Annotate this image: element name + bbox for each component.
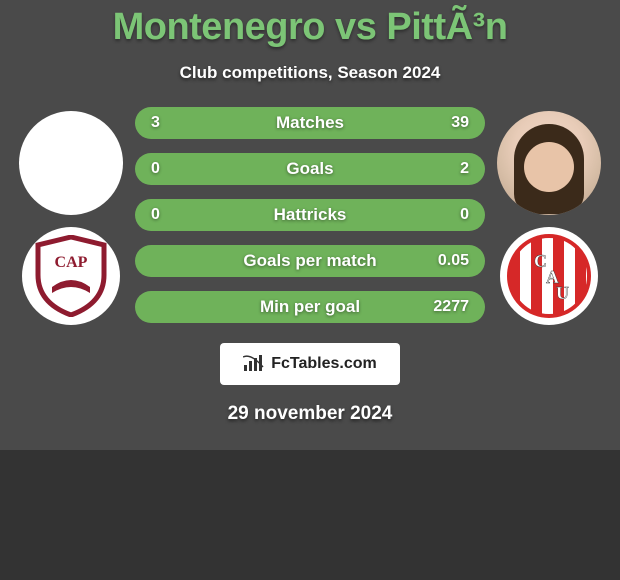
crest-right-u: U xyxy=(556,283,569,303)
stat-row: 3Matches39 xyxy=(135,107,485,139)
stat-label: Goals per match xyxy=(135,251,485,271)
stat-bars: 3Matches390Goals20Hattricks0Goals per ma… xyxy=(135,107,485,323)
left-column: CAP xyxy=(15,107,127,325)
stat-left-value: 0 xyxy=(151,160,160,178)
right-column: C A U xyxy=(493,107,605,325)
stat-right-value: 2 xyxy=(460,160,469,178)
brand-badge[interactable]: FcTables.com xyxy=(220,343,400,385)
stat-label: Matches xyxy=(135,113,485,133)
stat-right-value: 2277 xyxy=(433,298,469,316)
page-title: Montenegro vs PittÃ³n xyxy=(0,0,620,49)
body-row: CAP 3Matches390Goals20Hattricks0Goals pe… xyxy=(0,107,620,325)
date-label: 29 november 2024 xyxy=(0,403,620,425)
crest-left-text: CAP xyxy=(55,254,88,271)
brand-text: FcTables.com xyxy=(271,355,377,373)
left-club-crest: CAP xyxy=(22,227,120,325)
stat-label: Goals xyxy=(135,159,485,179)
left-player-avatar xyxy=(19,111,123,215)
stat-row: 0Goals2 xyxy=(135,153,485,185)
stat-right-value: 0.05 xyxy=(438,252,469,270)
subtitle: Club competitions, Season 2024 xyxy=(0,63,620,83)
stat-left-value: 3 xyxy=(151,114,160,132)
avatar-face-shape xyxy=(524,142,574,192)
stat-right-value: 0 xyxy=(460,206,469,224)
right-player-avatar xyxy=(497,111,601,215)
stat-row: 0Hattricks0 xyxy=(135,199,485,231)
stat-left-value: 0 xyxy=(151,206,160,224)
stat-right-value: 39 xyxy=(451,114,469,132)
avatar-hair-shape xyxy=(514,124,584,214)
avatar-placeholder-shape xyxy=(19,148,123,178)
shield-icon: CAP xyxy=(34,235,108,317)
right-club-crest: C A U xyxy=(500,227,598,325)
bar-chart-icon xyxy=(243,355,265,373)
stat-label: Hattricks xyxy=(135,205,485,225)
comparison-card: Montenegro vs PittÃ³n Club competitions,… xyxy=(0,0,620,450)
stat-row: Goals per match0.05 xyxy=(135,245,485,277)
striped-circle-icon: C A U xyxy=(506,233,592,319)
stat-row: Min per goal2277 xyxy=(135,291,485,323)
